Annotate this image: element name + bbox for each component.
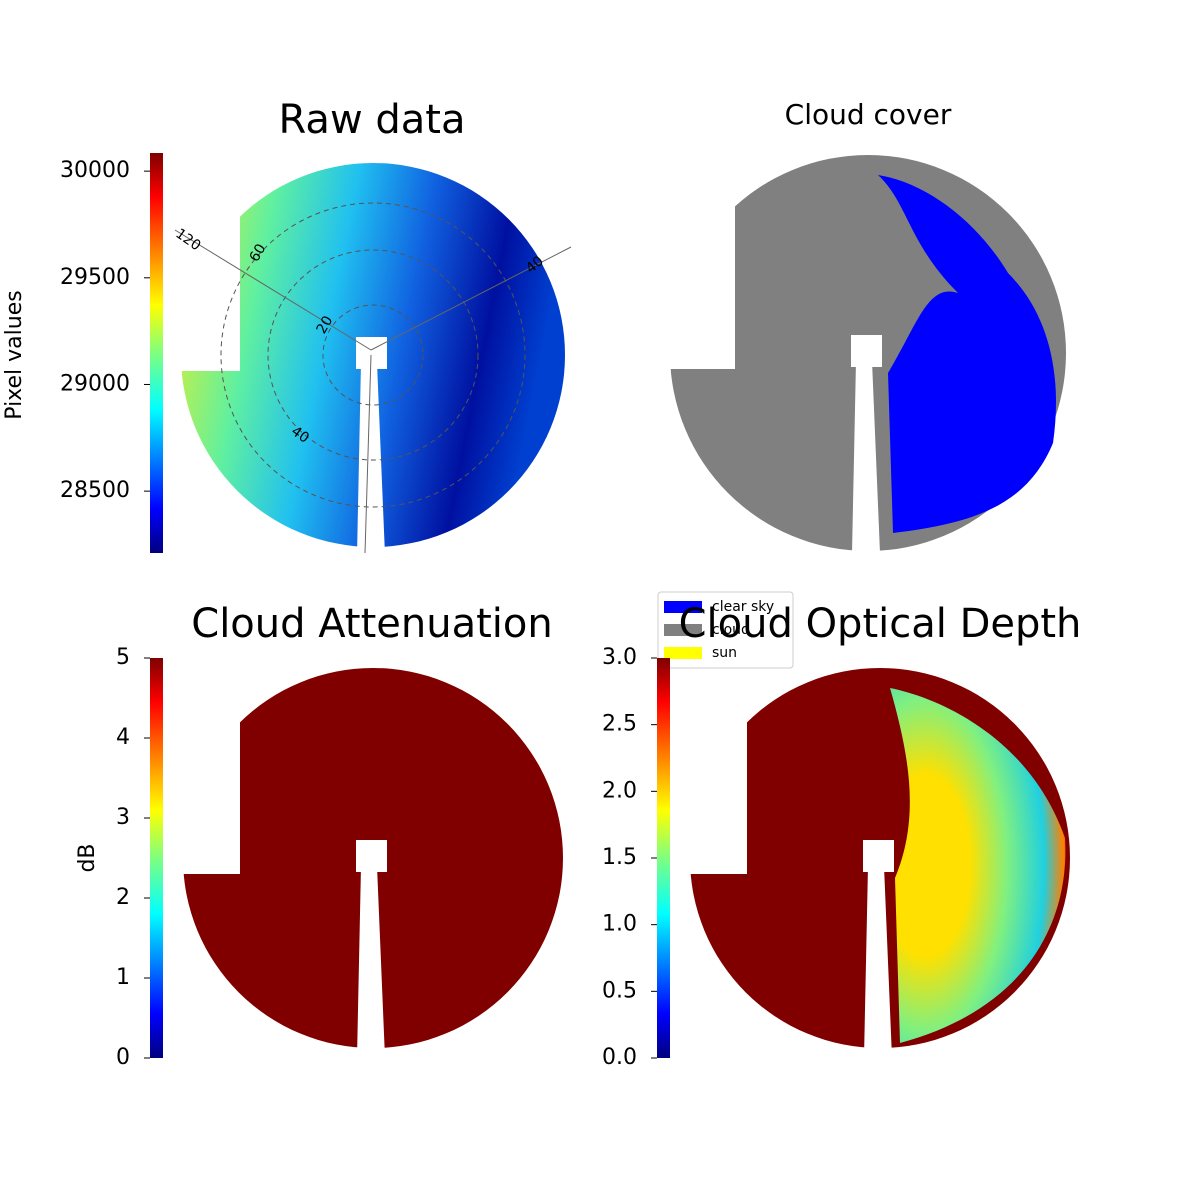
polar-axis (364, 354, 372, 554)
colorbar-tick-label: 2.5 (602, 712, 637, 737)
polar-ring (267, 249, 479, 461)
colorbar-tick-label: 1.0 (602, 912, 637, 937)
colorbar-tick-label: 2 (116, 885, 130, 910)
colorbar-tick-label: 29000 (60, 371, 130, 396)
sky-image (663, 155, 1066, 553)
notch (675, 686, 747, 874)
colorbar-tick-label: 1.5 (602, 845, 637, 870)
mount (863, 840, 894, 872)
legend-label: clear sky (712, 599, 774, 615)
colorbar-tick-label: 5 (116, 645, 130, 670)
colorbar-label: dB (75, 843, 100, 872)
legend: clear sky cloud sun (657, 591, 794, 669)
colorbar-tick-label: 2.0 (602, 778, 637, 803)
panel-title: Cloud Optical Depth (679, 601, 1082, 647)
polar-label: 20 (314, 313, 337, 336)
colorbar-tick-label: 3 (116, 805, 130, 830)
colorbar-tick-label: 4 (116, 725, 130, 750)
notch (168, 183, 240, 371)
colorbar-tick-label: 29500 (60, 265, 130, 290)
clear-sky-region (878, 175, 1056, 533)
polar-label: 60 (247, 241, 270, 264)
legend-swatch (664, 624, 702, 636)
colorbar (150, 658, 163, 1058)
notch (168, 686, 240, 874)
polar-axis (174, 229, 372, 351)
mount (356, 337, 387, 369)
sky-image (675, 668, 1070, 1058)
colorbar-tick-label: 3.0 (602, 645, 637, 670)
colorbar-tick-label: 28500 (60, 478, 130, 503)
panel-title: Cloud Attenuation (191, 601, 552, 647)
polar-axis (370, 246, 572, 351)
panel-title: Raw data (279, 97, 466, 143)
colorbar-tick-label: 1 (116, 965, 130, 990)
mast (852, 361, 880, 553)
legend-label: sun (712, 645, 737, 661)
notch (663, 181, 735, 369)
legend-swatch (664, 601, 702, 613)
thin-cloud-region (890, 688, 1066, 1043)
colorbar (657, 658, 670, 1058)
panel-title: Cloud cover (785, 98, 952, 131)
colorbar-label: Pixel values (2, 290, 27, 419)
sky-image (168, 668, 563, 1058)
colorbar (150, 153, 163, 553)
polar-ring (220, 202, 526, 508)
colorbar-tick-label: 0 (116, 1045, 130, 1070)
mount (851, 335, 882, 367)
mount (356, 840, 387, 872)
legend-swatch (664, 647, 702, 659)
colorbar-tick-label: 0.0 (602, 1045, 637, 1070)
polar-ring (322, 304, 424, 406)
colorbar-tick-label: 0.5 (602, 978, 637, 1003)
colorbar-tick-label: 30000 (60, 158, 130, 183)
legend-label: cloud (712, 622, 750, 638)
mast (357, 866, 385, 1058)
mast (864, 866, 892, 1058)
